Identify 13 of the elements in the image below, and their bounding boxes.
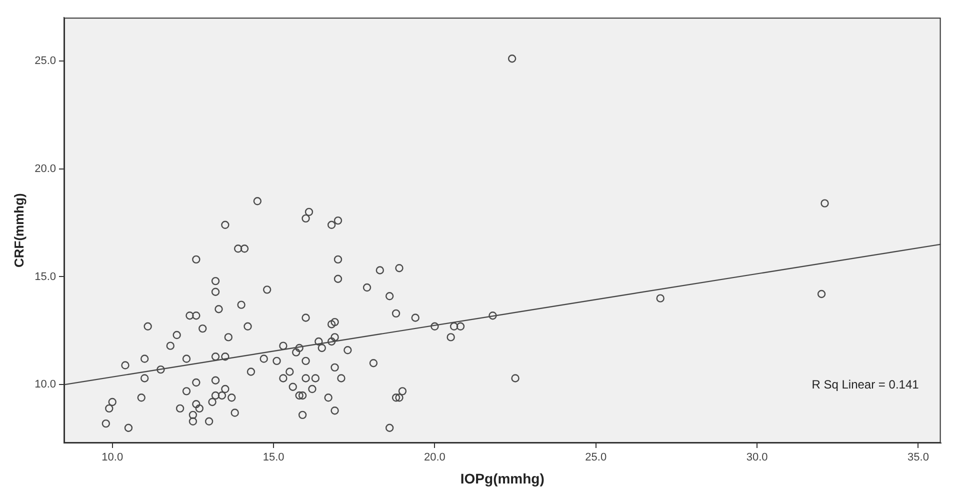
y-axis-title: CRF(mmhg): [11, 193, 26, 268]
y-tick-label: 10.0: [34, 378, 56, 391]
annotation: R Sq Linear = 0.141: [812, 377, 920, 392]
y-tick-label: 25.0: [34, 54, 56, 67]
y-tick-label: 20.0: [34, 162, 56, 175]
x-tick-label: 20.0: [424, 452, 446, 464]
x-axis-title: IOPg(mmhg): [460, 470, 544, 486]
y-tick-label: 15.0: [34, 270, 56, 283]
x-tick-label: 25.0: [585, 452, 607, 464]
x-tick-label: 10.0: [102, 452, 124, 464]
x-tick-label: 35.0: [908, 452, 929, 464]
x-tick-label: 15.0: [262, 452, 284, 464]
x-tick-label: 30.0: [746, 452, 768, 464]
